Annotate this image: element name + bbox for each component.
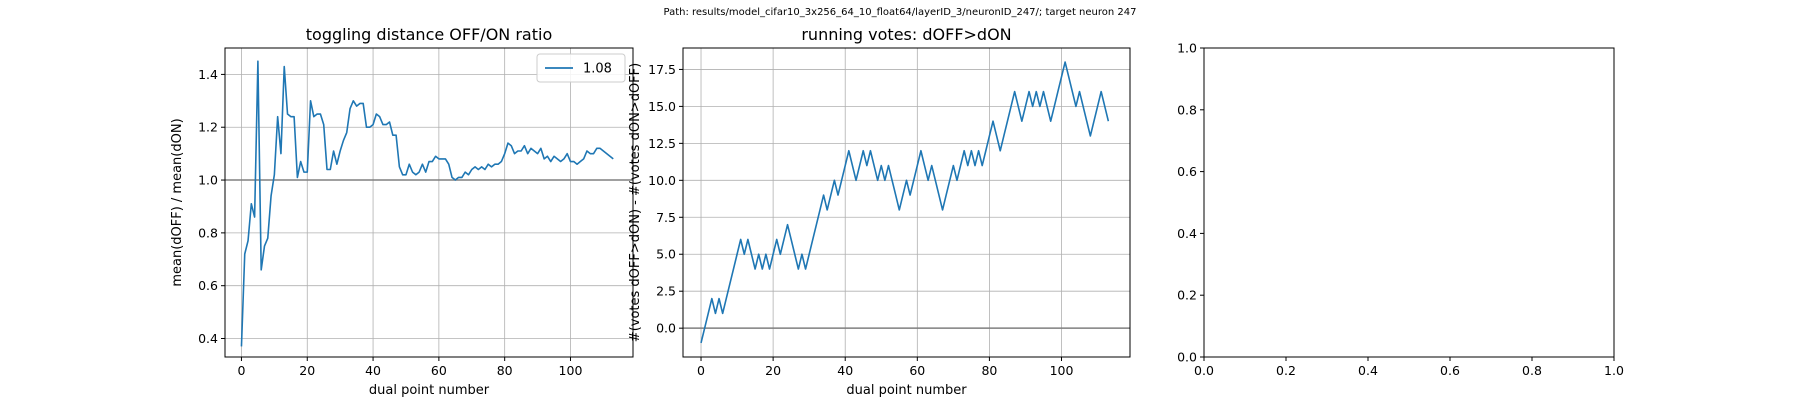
y-tick-label: 0.8 [198, 225, 218, 240]
y-tick-label: 0.8 [1177, 102, 1197, 117]
x-tick-label: 0 [697, 363, 705, 378]
y-tick-label: 0.4 [1177, 226, 1197, 241]
votes-chart: 0 20 40 60 80 100 0.0 2.5 5.0 7.5 10.0 12.5 15.0 17.5… [628, 25, 1131, 398]
y-axis-label: #(votes dOFF>dON) - #(votes dON>dOFF) [628, 63, 643, 342]
y-tick-label: 0.6 [198, 278, 218, 293]
x-tick-label: 0.6 [1440, 363, 1460, 378]
x-tick-label: 1.0 [1604, 363, 1624, 378]
x-tick-label: 100 [1050, 363, 1074, 378]
axes-frame [682, 47, 1131, 358]
y-tick-label: 0.6 [1177, 164, 1197, 179]
y-axis-label: mean(dOFF) / mean(dON) [170, 118, 185, 286]
y-tick-label: 0.0 [1177, 350, 1197, 365]
y-tick-label: 1.4 [198, 67, 218, 82]
x-axis-label: dual point number [846, 383, 967, 398]
legend-label: 1.08 [583, 62, 612, 77]
y-tick-label: 0.0 [656, 321, 676, 336]
figure-suptitle: Path: results/model_cifar10_3x256_64_10_… [664, 7, 1137, 18]
x-axis-label: dual point number [369, 383, 490, 398]
x-tick-label: 100 [559, 363, 583, 378]
x-tick-label: 80 [497, 363, 513, 378]
chart-title: running votes: dOFF>dON [801, 25, 1011, 44]
legend-box [536, 53, 626, 83]
y-tick-label: 15.0 [648, 99, 676, 114]
x-tick-label: 0 [237, 363, 245, 378]
x-tick-label: 60 [431, 363, 447, 378]
x-tick-label: 20 [299, 363, 315, 378]
chart-title: toggling distance OFF/ON ratio [306, 25, 552, 44]
ratio-chart: 0 20 40 60 80 100 0.4 0.6 0.8 1.0 1.2 1.4 toggling d… [170, 25, 634, 398]
x-tick-label: 40 [837, 363, 853, 378]
x-tick-label: 40 [365, 363, 381, 378]
y-tick-label: 5.0 [656, 247, 676, 262]
series-line [700, 61, 1110, 344]
y-tick-label: 1.0 [1177, 41, 1197, 56]
x-tick-label: 80 [981, 363, 997, 378]
x-tick-label: 0.8 [1522, 363, 1542, 378]
y-tick-label: 17.5 [648, 62, 676, 77]
legend: 1.08 [536, 53, 626, 83]
x-tick-label: 60 [909, 363, 925, 378]
x-tick-label: 0.2 [1276, 363, 1296, 378]
y-tick-label: 7.5 [656, 210, 676, 225]
y-tick-label: 0.4 [198, 331, 218, 346]
y-tick-label: 0.2 [1177, 288, 1197, 303]
x-tick-label: 0.0 [1194, 363, 1214, 378]
x-tick-label: 0.4 [1358, 363, 1378, 378]
y-tick-label: 2.5 [656, 284, 676, 299]
y-tick-label: 10.0 [648, 173, 676, 188]
y-tick-label: 12.5 [648, 136, 676, 151]
y-tick-label: 1.2 [198, 120, 218, 135]
empty-chart: 0.0 0.2 0.4 0.6 0.8 1.0 0.0 0.2 0.4 0.6 0.8 1.0 [1177, 41, 1624, 379]
x-tick-label: 20 [765, 363, 781, 378]
axes-frame [1203, 47, 1615, 358]
axes-frame [224, 47, 634, 358]
series-line [240, 60, 614, 347]
y-tick-label: 1.0 [198, 173, 218, 188]
